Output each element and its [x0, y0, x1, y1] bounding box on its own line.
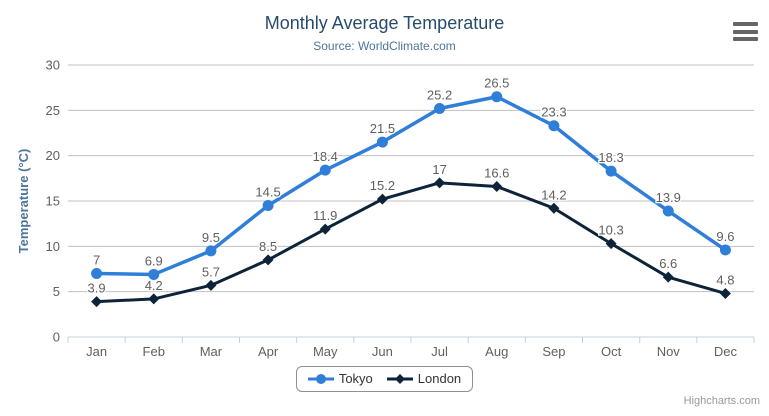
tokyo-point-dec[interactable]: [719, 244, 731, 256]
x-axis-label: Nov: [657, 344, 681, 359]
x-axis-label: Feb: [143, 344, 165, 359]
london-point-nov[interactable]: [662, 271, 674, 283]
data-label: 3.9: [88, 281, 106, 296]
london-point-feb[interactable]: [148, 293, 160, 305]
london-line[interactable]: [95, 181, 727, 304]
data-label: 26.5: [484, 76, 509, 91]
london-point-mar[interactable]: [205, 279, 217, 291]
tokyo-point-mar[interactable]: [205, 245, 217, 257]
legend-item-tokyo[interactable]: Tokyo: [307, 371, 373, 386]
hamburger-bar: [733, 37, 758, 41]
london-point-apr[interactable]: [262, 254, 274, 266]
data-label: 10.3: [598, 223, 623, 238]
london-point-may[interactable]: [319, 223, 331, 235]
legend-label-tokyo: Tokyo: [338, 371, 373, 386]
y-axis-label: 20: [46, 148, 60, 163]
y-axis-label: 5: [53, 284, 60, 299]
data-label: 6.9: [145, 253, 163, 268]
tokyo-point-sep[interactable]: [548, 120, 560, 132]
tokyo-point-jan[interactable]: [91, 268, 103, 280]
highcharts-credits-link[interactable]: Highcharts.com: [683, 395, 760, 407]
y-axis-title: Temperature (°C): [16, 149, 31, 254]
data-label: 23.3: [541, 105, 566, 120]
legend-item-london[interactable]: London: [386, 371, 462, 386]
x-axis-label: Oct: [601, 344, 622, 359]
hamburger-bar: [733, 29, 758, 34]
london-legend-marker-icon: [386, 373, 413, 384]
x-axis-label: Jun: [372, 344, 393, 359]
data-label: 4.2: [145, 278, 163, 293]
data-label: 4.8: [716, 272, 734, 287]
x-axis-label: Mar: [200, 344, 223, 359]
data-label: 11.9: [313, 208, 337, 223]
tokyo-legend-marker-icon: [307, 373, 334, 384]
x-axis-label: Apr: [258, 344, 279, 359]
data-label: 17: [432, 162, 446, 177]
data-label: 6.6: [659, 256, 677, 271]
data-label: 13.9: [656, 190, 681, 205]
y-axis-label: 30: [46, 58, 60, 73]
data-label: 16.6: [484, 165, 509, 180]
hamburger-bar: [733, 22, 758, 26]
london-point-dec[interactable]: [719, 287, 731, 299]
hamburger-menu-icon[interactable]: [733, 22, 758, 41]
data-label: 8.5: [259, 239, 277, 254]
tokyo-point-oct[interactable]: [605, 165, 617, 177]
tokyo-point-apr[interactable]: [262, 200, 274, 212]
x-axis-label: Sep: [542, 344, 565, 359]
tokyo-point-aug[interactable]: [491, 91, 503, 103]
tokyo-point-jul[interactable]: [434, 103, 446, 115]
tokyo-line[interactable]: [94, 94, 728, 277]
london-point-aug[interactable]: [491, 180, 503, 192]
tokyo-point-may[interactable]: [319, 164, 331, 176]
legend: Tokyo London: [0, 366, 769, 392]
data-label: 18.4: [313, 149, 338, 164]
tokyo-point-feb[interactable]: [148, 268, 160, 280]
data-label: 14.5: [255, 185, 280, 200]
x-axis-label: Aug: [485, 344, 508, 359]
x-axis-label: May: [313, 344, 338, 359]
london-point-sep[interactable]: [548, 202, 560, 214]
data-label: 5.7: [202, 264, 220, 279]
chart-subtitle: Source: WorldClimate.com: [313, 39, 456, 53]
data-label: 25.2: [427, 88, 452, 103]
data-label: 7: [93, 253, 100, 268]
y-axis-label: 0: [53, 330, 60, 345]
tokyo-point-nov[interactable]: [662, 205, 674, 217]
x-axis-label: Dec: [714, 344, 738, 359]
data-label: 9.5: [202, 230, 220, 245]
data-label: 9.6: [716, 229, 734, 244]
y-axis-label: 10: [46, 239, 60, 254]
chart-title: Monthly Average Temperature: [264, 13, 505, 33]
legend-box: Tokyo London: [295, 366, 474, 392]
tokyo-point-jun[interactable]: [376, 136, 388, 148]
y-axis-label: 15: [46, 194, 60, 209]
london-point-jan[interactable]: [91, 296, 103, 308]
data-label: 15.2: [370, 178, 395, 193]
london-point-oct[interactable]: [605, 238, 617, 250]
x-axis-label: Jan: [86, 344, 107, 359]
data-label: 18.3: [598, 150, 623, 165]
x-axis-label: Jul: [431, 344, 448, 359]
data-label: 14.2: [541, 187, 566, 202]
london-point-jun[interactable]: [376, 193, 388, 205]
london-point-jul[interactable]: [434, 177, 446, 189]
data-label: 21.5: [370, 121, 395, 136]
y-axis-label: 25: [46, 103, 60, 118]
legend-label-london: London: [417, 371, 462, 386]
